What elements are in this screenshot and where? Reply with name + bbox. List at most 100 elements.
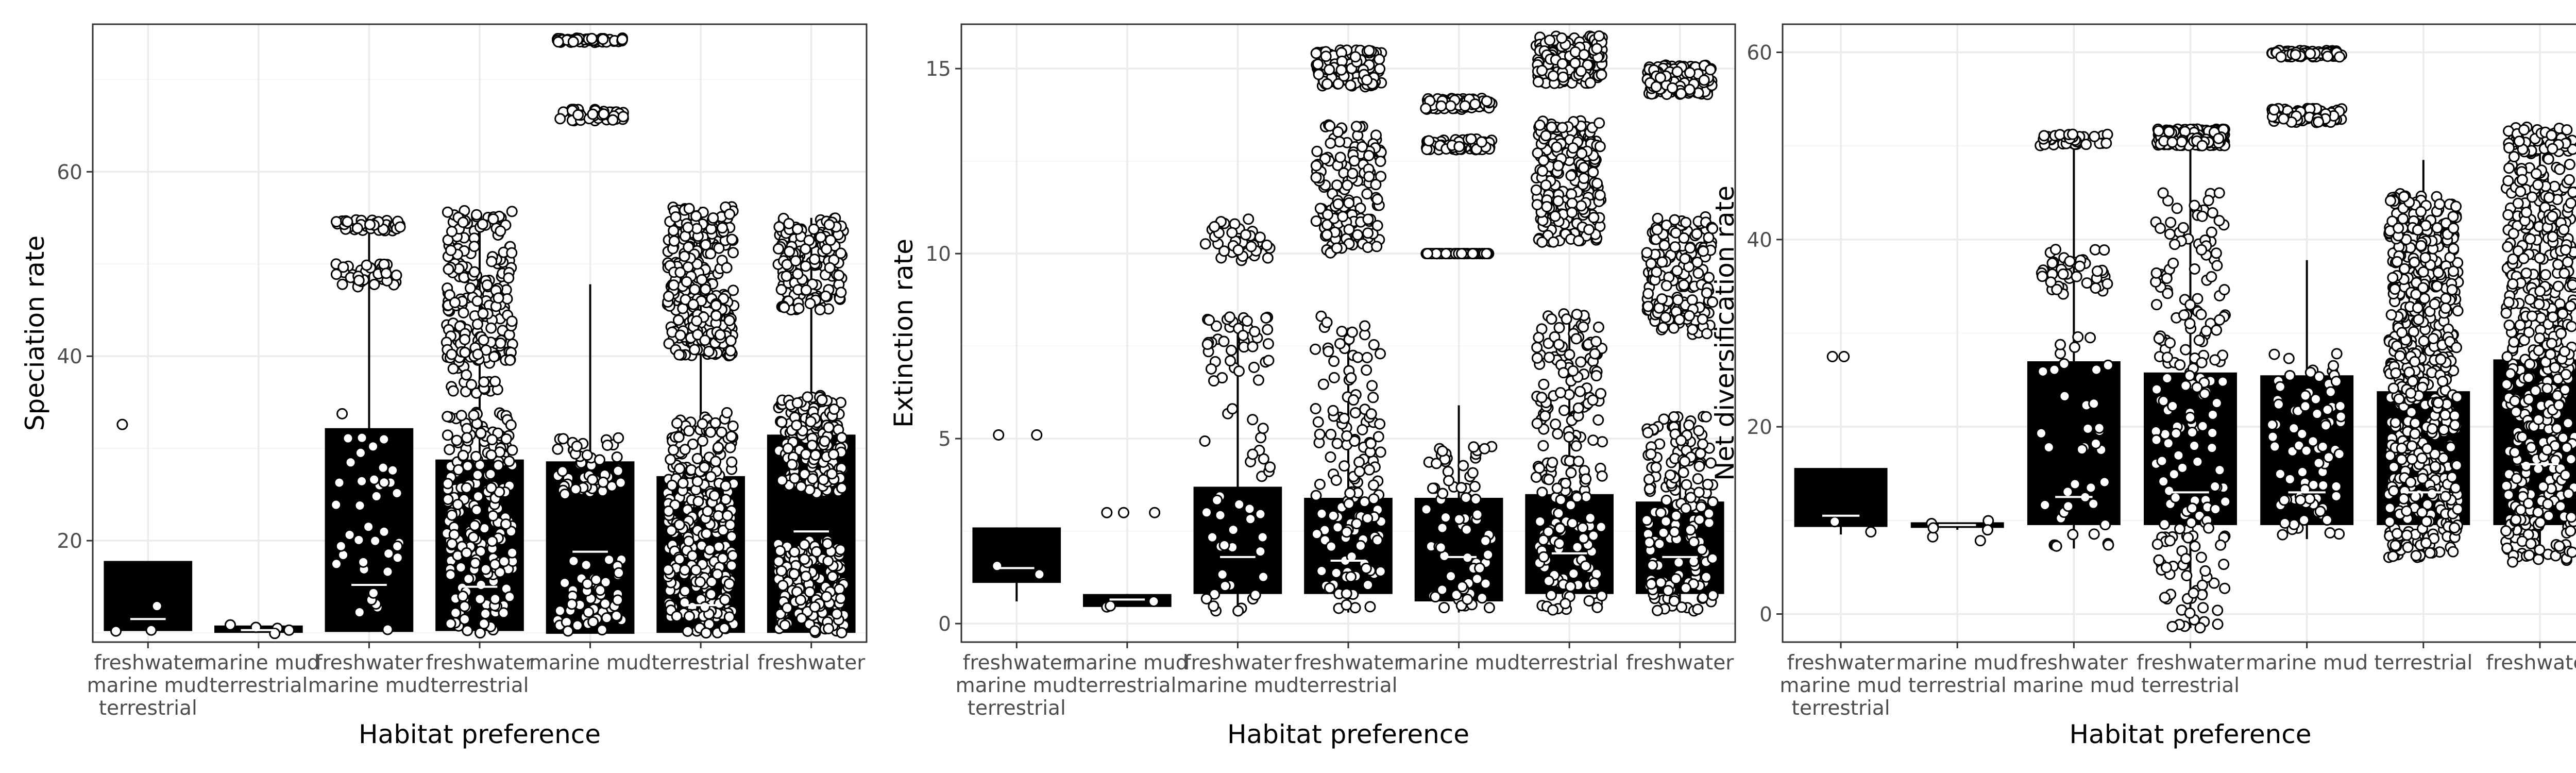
data-point	[443, 263, 454, 275]
data-point	[1655, 577, 1667, 589]
data-point	[494, 566, 506, 578]
data-point	[1537, 534, 1549, 546]
data-point	[475, 427, 487, 439]
data-point	[725, 345, 737, 357]
data-point	[1436, 445, 1448, 457]
data-point	[378, 433, 390, 445]
data-point	[2290, 49, 2301, 61]
data-point	[1249, 589, 1261, 601]
data-point	[442, 429, 453, 441]
data-point	[1375, 156, 1386, 167]
data-point	[2177, 462, 2189, 474]
data-point	[1707, 590, 1719, 601]
data-point	[552, 36, 564, 48]
data-point	[2333, 448, 2345, 460]
data-point	[815, 231, 827, 243]
data-point	[1248, 361, 1260, 373]
data-point	[1596, 470, 1608, 482]
data-point	[1101, 507, 1113, 518]
data-point	[1353, 466, 1365, 478]
data-point	[361, 259, 372, 271]
data-point	[710, 456, 722, 467]
data-point	[2317, 441, 2329, 452]
data-point	[2197, 420, 2209, 432]
data-point	[772, 243, 784, 255]
data-point	[2189, 440, 2200, 452]
data-point	[820, 290, 832, 302]
data-point	[1362, 227, 1374, 239]
data-point	[445, 569, 456, 581]
data-point	[1311, 145, 1323, 157]
data-point	[708, 490, 720, 501]
x-tick-label: terrestrial	[1520, 651, 1619, 675]
data-point	[1546, 313, 1557, 325]
data-point	[1453, 513, 1465, 525]
data-point	[689, 344, 701, 356]
data-point	[1587, 530, 1599, 542]
data-point	[453, 464, 465, 476]
data-point	[804, 586, 816, 598]
data-point	[1481, 248, 1493, 260]
data-point	[2085, 482, 2097, 494]
data-point	[571, 441, 583, 452]
data-point	[1470, 494, 1482, 506]
data-point	[1974, 535, 1986, 547]
data-point	[1567, 365, 1579, 377]
data-point	[1557, 367, 1569, 379]
data-point	[1560, 598, 1571, 610]
data-point	[707, 212, 719, 224]
data-point	[2181, 570, 2193, 582]
data-point	[2274, 468, 2286, 480]
data-point	[1456, 248, 1468, 260]
data-point	[478, 334, 489, 346]
data-point	[1321, 229, 1333, 241]
data-point	[808, 223, 820, 235]
data-point	[382, 624, 394, 635]
data-point	[1588, 212, 1600, 224]
data-point	[1327, 405, 1339, 416]
data-point	[457, 216, 469, 228]
data-point	[1696, 501, 1707, 513]
data-point	[1471, 573, 1483, 585]
data-point	[709, 417, 721, 429]
data-point	[2331, 348, 2343, 360]
data-point	[2210, 247, 2222, 259]
data-point	[2335, 411, 2347, 423]
data-point	[791, 397, 803, 409]
data-point	[705, 426, 717, 438]
data-point	[1553, 339, 1565, 350]
data-point	[1654, 538, 1666, 550]
data-point	[1310, 403, 1321, 415]
data-point	[717, 222, 728, 234]
data-point	[2174, 523, 2185, 535]
data-point	[2090, 438, 2102, 449]
data-point	[1580, 560, 1591, 572]
data-point	[2164, 228, 2176, 240]
data-point	[1696, 544, 1708, 556]
data-point	[570, 483, 582, 495]
data-point	[727, 284, 739, 296]
data-point	[2274, 381, 2286, 393]
data-point	[1462, 594, 1473, 606]
data-point	[1660, 280, 1672, 292]
data-point	[442, 411, 453, 423]
data-point	[1703, 517, 1715, 529]
data-point	[2197, 602, 2209, 614]
data-point	[1571, 309, 1583, 321]
data-point	[2163, 126, 2175, 138]
data-point	[1590, 568, 1602, 580]
data-point	[1544, 351, 1555, 363]
data-point	[353, 275, 365, 287]
data-point	[597, 476, 609, 488]
data-point	[2162, 288, 2174, 299]
data-point	[724, 208, 736, 220]
data-point	[506, 206, 518, 217]
data-point	[835, 593, 847, 604]
data-point	[495, 225, 506, 237]
data-point	[2037, 365, 2049, 377]
data-point	[2182, 532, 2194, 544]
data-point	[1665, 469, 1676, 481]
data-point	[793, 303, 805, 314]
data-point	[151, 600, 163, 612]
data-point	[1359, 496, 1370, 508]
